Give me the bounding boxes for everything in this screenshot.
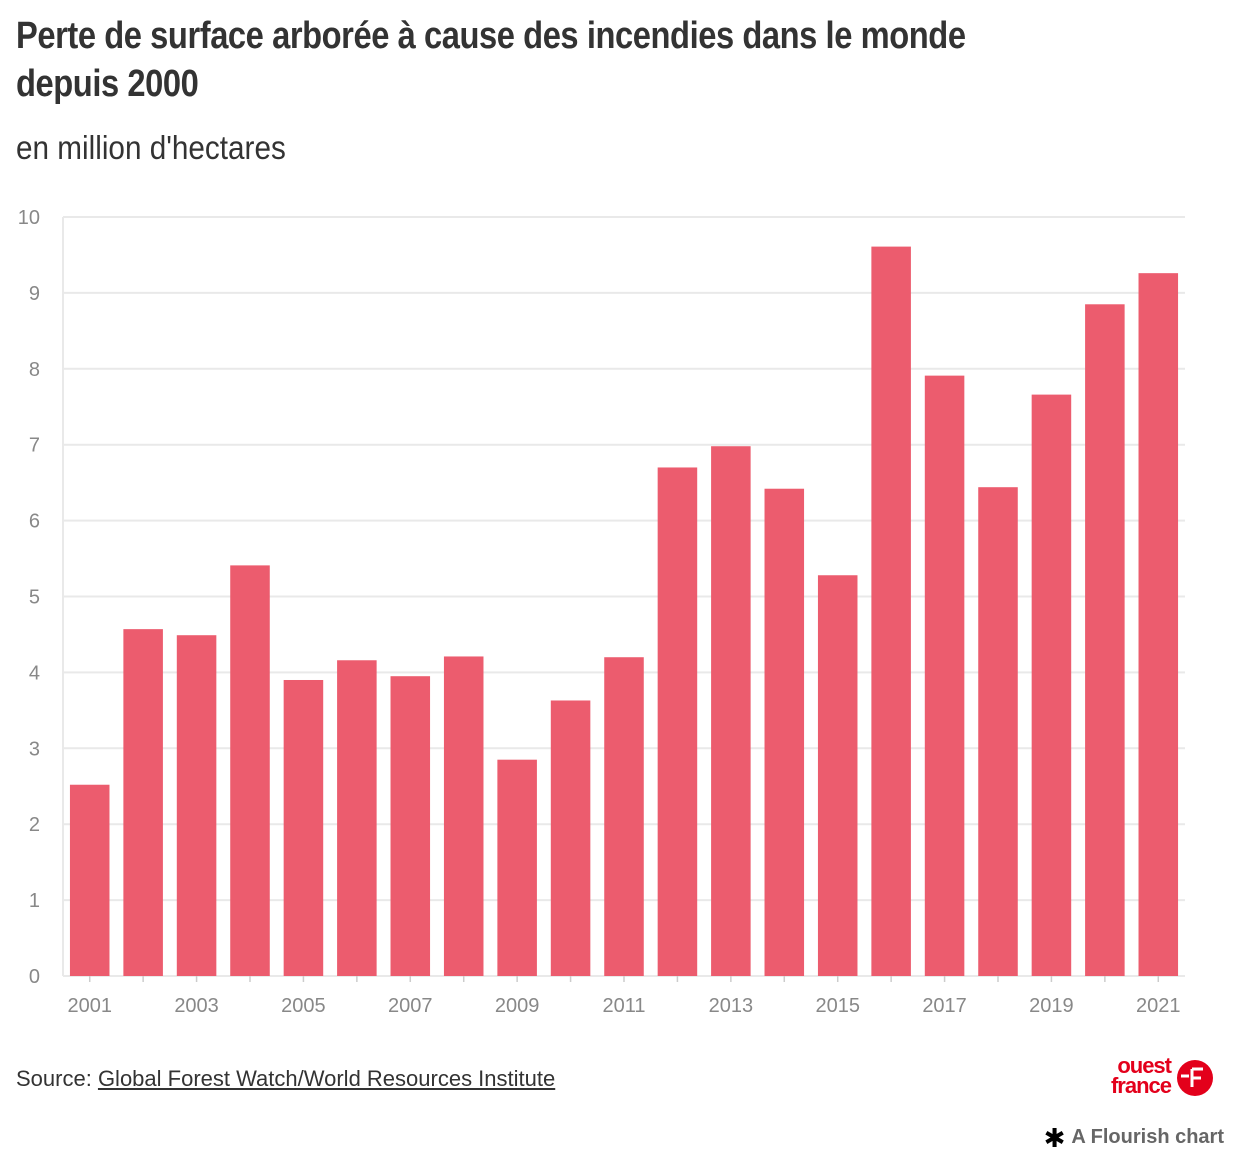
y-tick-label: 8 — [29, 359, 40, 381]
x-tick-label: 2001 — [67, 995, 112, 1017]
flourish-label: A Flourish chart — [1071, 1126, 1224, 1148]
x-tick-label: 2011 — [602, 995, 645, 1017]
bar-2011[interactable] — [604, 657, 644, 976]
chart-title: Perte de surface arborée à cause des inc… — [16, 15, 966, 105]
logo-mark-shape — [1181, 1067, 1203, 1087]
x-tick-label: 2021 — [1136, 995, 1181, 1017]
y-tick-label: 7 — [29, 435, 40, 457]
bar-2001[interactable] — [69, 784, 110, 976]
bar-2019[interactable] — [1031, 394, 1072, 976]
bar-2008[interactable] — [443, 656, 484, 976]
source-prefix: Source: — [16, 1066, 98, 1091]
y-axis-ticks: 0 1 2 3 4 5 6 7 8 9 10 — [18, 207, 40, 988]
bars — [69, 246, 1179, 976]
y-tick-label: 0 — [29, 966, 40, 988]
y-tick-label: 4 — [29, 662, 40, 684]
logo-wordmark: ouest france — [1110, 1053, 1172, 1098]
bar-2014[interactable] — [764, 488, 805, 976]
source-note: Source: Global Forest Watch/World Resour… — [16, 1066, 555, 1092]
bar-2002[interactable] — [123, 629, 163, 976]
bar-2018[interactable] — [978, 487, 1018, 976]
x-tick-label: 2009 — [495, 995, 540, 1017]
logo-line-2: france — [1110, 1073, 1172, 1098]
x-tick-label: 2003 — [174, 995, 219, 1017]
logo-line-1: ouest — [1117, 1053, 1172, 1078]
bar-2007[interactable] — [390, 676, 431, 976]
flourish-star-icon: ✱ — [1043, 1122, 1066, 1153]
y-tick-label: 6 — [29, 511, 40, 533]
chart-subtitle: en million d'hectares — [16, 129, 286, 166]
y-tick-label: 10 — [18, 207, 40, 229]
bar-2003[interactable] — [176, 635, 217, 976]
x-tick-label: 2007 — [388, 995, 433, 1017]
bar-2004[interactable] — [230, 565, 270, 976]
bar-2015[interactable] — [817, 575, 858, 976]
x-tick-label: 2015 — [815, 995, 860, 1017]
bar-2009[interactable] — [497, 759, 537, 976]
x-axis-ticks: 2001 2003 2005 2007 2009 2011 2013 2015 2017 2019… — [67, 976, 1181, 1017]
bar-2005[interactable] — [283, 679, 324, 976]
bar-2017[interactable] — [924, 375, 965, 976]
bar-2006[interactable] — [337, 660, 377, 976]
bar-2016[interactable] — [871, 246, 911, 976]
x-tick-label: 2013 — [709, 995, 754, 1017]
bar-2021[interactable] — [1138, 273, 1179, 976]
logo-mark-icon — [1177, 1060, 1213, 1096]
bar-2010[interactable] — [550, 700, 591, 976]
y-tick-label: 3 — [29, 738, 40, 760]
x-tick-label: 2019 — [1029, 995, 1074, 1017]
bar-chart: 0 1 2 3 4 5 6 7 8 9 10 2001 2003 2005 2007 2009 2011 201… — [18, 207, 1185, 1017]
x-tick-label: 2017 — [922, 995, 967, 1017]
source-link[interactable]: Global Forest Watch/World Resources Inst… — [97, 1066, 556, 1091]
bar-2013[interactable] — [711, 446, 751, 976]
bar-2012[interactable] — [657, 467, 698, 976]
ouest-france-logo: ouest france — [1090, 1053, 1215, 1100]
y-tick-label: 5 — [29, 587, 40, 609]
y-tick-label: 1 — [29, 890, 40, 912]
y-tick-label: 2 — [29, 814, 40, 836]
bar-2020[interactable] — [1085, 304, 1125, 976]
flourish-attribution[interactable]: ✱ A Flourish chart — [1043, 1122, 1224, 1153]
x-tick-label: 2005 — [281, 995, 326, 1017]
y-tick-label: 9 — [29, 283, 40, 305]
